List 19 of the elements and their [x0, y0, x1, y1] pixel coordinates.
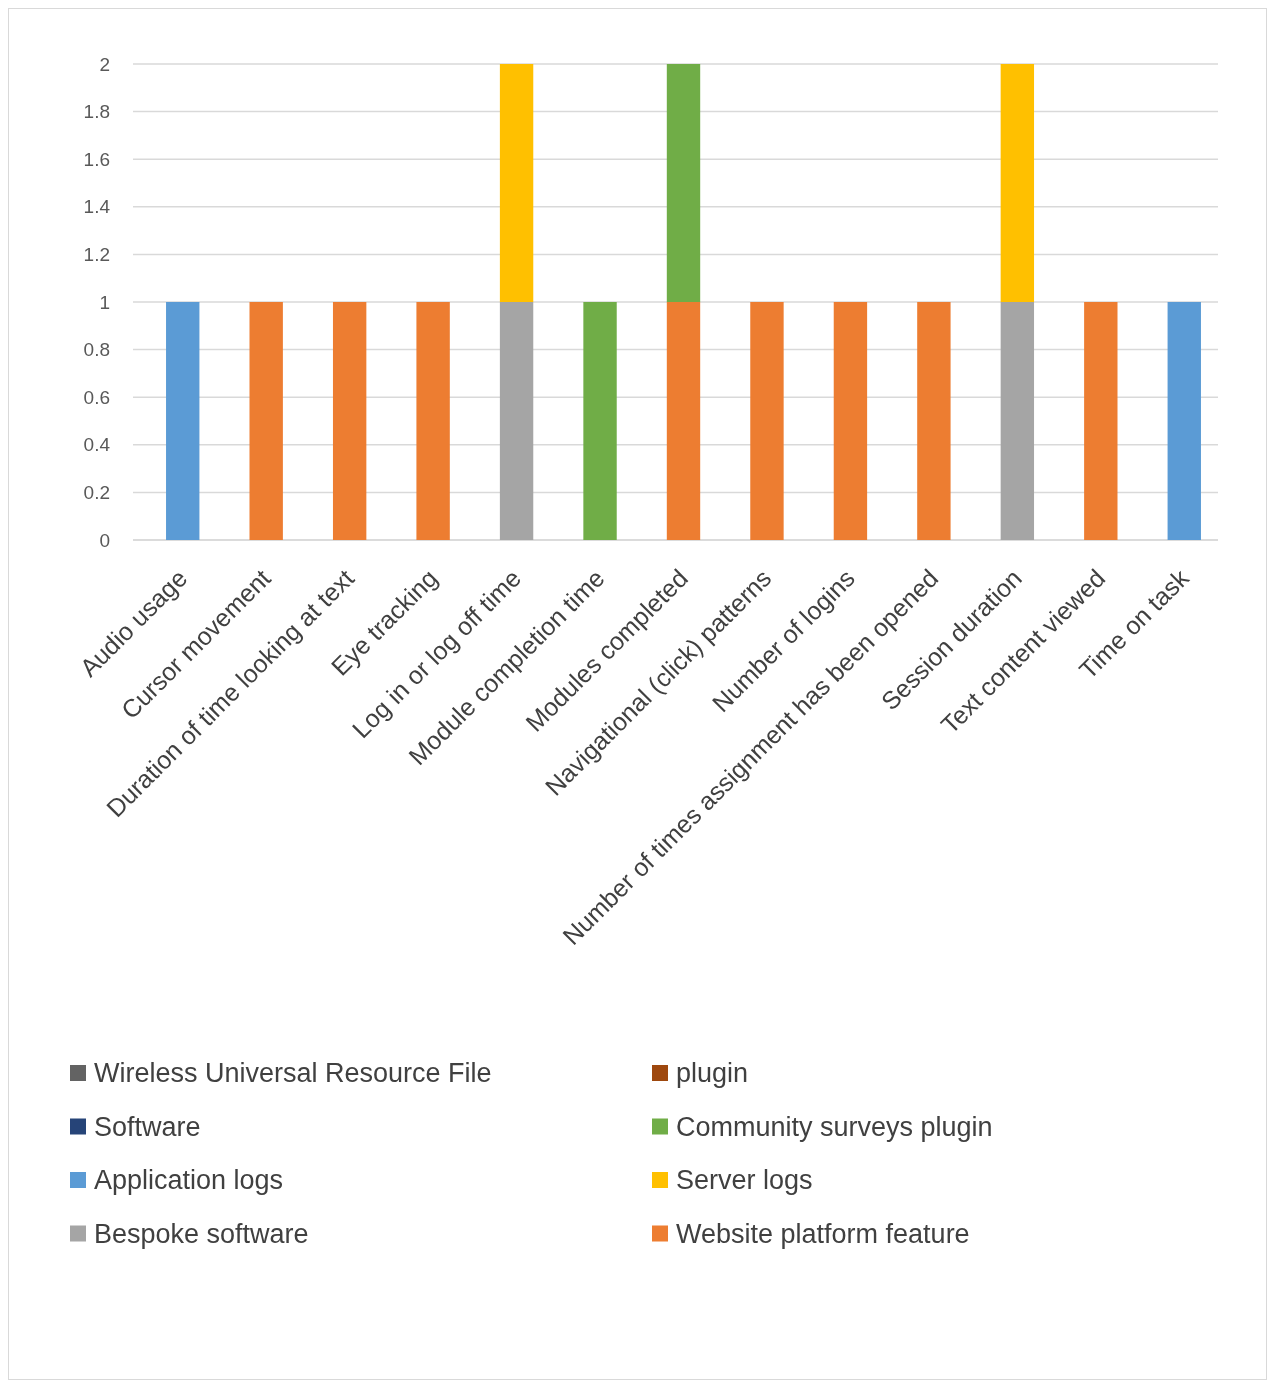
legend-label: Server logs	[676, 1165, 813, 1196]
y-tick-label: 1	[99, 291, 110, 313]
legend-label: plugin	[676, 1058, 749, 1089]
y-tick-label: 1.4	[83, 196, 111, 218]
legend-label: Community surveys plugin	[676, 1111, 993, 1142]
legend-label: Website platform feature	[676, 1218, 970, 1249]
legend-label: Wireless Universal Resource File	[94, 1058, 492, 1089]
legend-label: Software	[94, 1111, 201, 1142]
y-tick-label: 0	[99, 529, 110, 551]
y-tick-label: 0.4	[83, 434, 111, 456]
y-tick-label: 1.8	[83, 101, 110, 123]
y-tick-label: 1.6	[83, 148, 110, 170]
legend-label: Bespoke software	[94, 1218, 309, 1249]
y-tick-label: 0.2	[83, 482, 110, 504]
y-tick-label: 0.6	[83, 386, 110, 408]
y-tick-label: 0.8	[83, 339, 110, 361]
y-tick-label: 1.2	[83, 244, 110, 266]
legend-label: Application logs	[94, 1165, 284, 1196]
y-tick-label: 2	[99, 53, 110, 75]
